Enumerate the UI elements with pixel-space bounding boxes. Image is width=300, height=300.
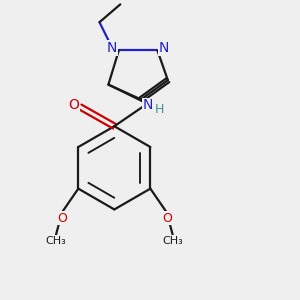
Text: N: N	[107, 41, 117, 55]
Text: O: O	[57, 212, 67, 225]
Text: CH₃: CH₃	[46, 236, 66, 246]
Text: CH₃: CH₃	[162, 236, 183, 246]
Text: N: N	[143, 98, 153, 112]
Text: H: H	[155, 103, 164, 116]
Text: O: O	[68, 98, 79, 112]
Text: O: O	[162, 212, 172, 225]
Text: N: N	[159, 41, 169, 55]
